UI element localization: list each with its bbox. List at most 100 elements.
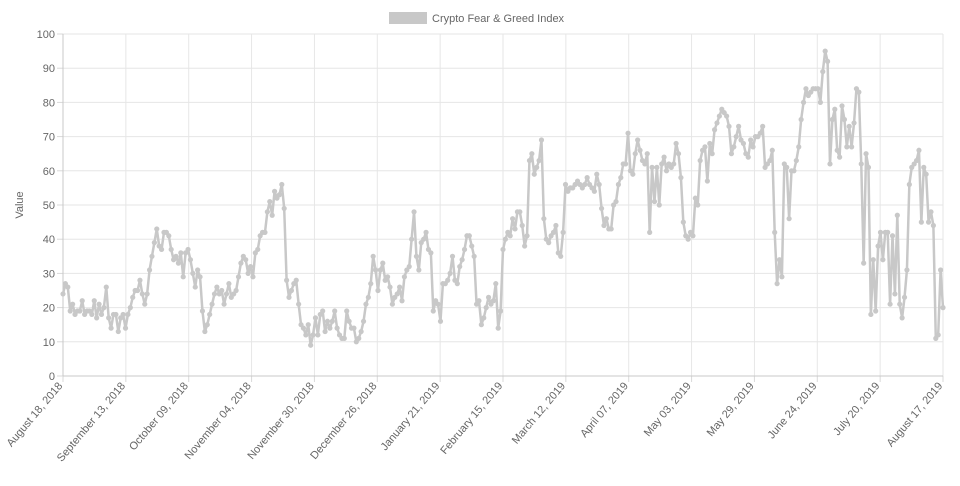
data-point[interactable]	[877, 229, 884, 235]
data-point[interactable]	[707, 140, 713, 147]
data-point[interactable]	[471, 253, 477, 259]
data-point[interactable]	[279, 181, 285, 188]
data-point[interactable]	[837, 154, 843, 160]
data-point[interactable]	[185, 246, 191, 253]
data-point[interactable]	[142, 301, 148, 307]
data-point[interactable]	[411, 209, 417, 215]
data-point[interactable]	[861, 260, 867, 266]
data-point[interactable]	[644, 151, 650, 157]
data-point[interactable]	[137, 277, 143, 283]
data-point[interactable]	[195, 267, 201, 273]
data-point[interactable]	[500, 246, 506, 253]
data-point[interactable]	[827, 161, 833, 167]
data-point[interactable]	[158, 246, 165, 253]
data-point[interactable]	[495, 325, 501, 331]
data-point[interactable]	[308, 342, 314, 348]
data-point[interactable]	[130, 294, 136, 300]
data-point[interactable]	[101, 305, 107, 311]
data-point[interactable]	[372, 267, 379, 273]
data-point[interactable]	[65, 284, 71, 290]
data-point[interactable]	[180, 274, 186, 280]
data-point[interactable]	[394, 291, 400, 297]
data-point[interactable]	[226, 281, 232, 287]
data-point[interactable]	[925, 219, 932, 225]
data-point[interactable]	[384, 274, 391, 280]
data-point[interactable]	[829, 116, 836, 123]
data-point[interactable]	[661, 154, 667, 160]
data-point[interactable]	[94, 315, 100, 321]
data-point[interactable]	[803, 86, 809, 92]
data-point[interactable]	[103, 284, 109, 290]
data-point[interactable]	[139, 291, 145, 297]
data-point[interactable]	[79, 298, 85, 304]
data-point[interactable]	[748, 137, 754, 143]
data-point[interactable]	[113, 311, 119, 318]
data-point[interactable]	[286, 294, 292, 300]
data-point[interactable]	[202, 328, 208, 335]
data-point[interactable]	[625, 130, 631, 136]
data-point[interactable]	[724, 113, 730, 119]
data-point[interactable]	[214, 284, 220, 290]
data-point[interactable]	[399, 298, 405, 304]
data-point[interactable]	[591, 188, 597, 194]
data-point[interactable]	[750, 144, 756, 150]
data-point[interactable]	[531, 171, 537, 177]
data-point[interactable]	[702, 144, 708, 150]
data-point[interactable]	[923, 171, 929, 177]
data-point[interactable]	[786, 216, 792, 222]
data-point[interactable]	[906, 181, 912, 188]
data-point[interactable]	[615, 181, 622, 188]
data-point[interactable]	[360, 318, 367, 324]
data-point[interactable]	[389, 301, 395, 307]
data-point[interactable]	[791, 168, 797, 174]
data-point[interactable]	[512, 226, 518, 232]
data-point[interactable]	[685, 236, 691, 242]
data-point[interactable]	[344, 308, 350, 314]
data-point[interactable]	[870, 257, 876, 263]
data-point[interactable]	[538, 137, 545, 143]
data-point[interactable]	[651, 198, 658, 205]
data-point[interactable]	[91, 298, 97, 304]
data-point[interactable]	[269, 212, 275, 218]
data-point[interactable]	[127, 305, 133, 311]
data-point[interactable]	[315, 332, 321, 338]
data-point[interactable]	[235, 274, 242, 280]
data-point[interactable]	[324, 318, 331, 324]
data-point[interactable]	[435, 301, 441, 307]
data-point[interactable]	[671, 161, 677, 167]
data-point[interactable]	[726, 123, 732, 129]
data-point[interactable]	[767, 157, 773, 164]
data-point[interactable]	[67, 308, 73, 314]
data-point[interactable]	[800, 99, 807, 105]
data-point[interactable]	[892, 291, 898, 297]
data-point[interactable]	[219, 287, 225, 294]
data-point[interactable]	[209, 301, 215, 307]
data-point[interactable]	[534, 164, 540, 170]
data-point[interactable]	[449, 253, 456, 259]
data-point[interactable]	[416, 267, 422, 273]
data-point[interactable]	[469, 243, 475, 249]
data-point[interactable]	[296, 301, 302, 307]
data-point[interactable]	[125, 311, 131, 318]
data-point[interactable]	[550, 229, 557, 235]
data-point[interactable]	[211, 291, 218, 297]
data-point[interactable]	[507, 233, 513, 239]
data-point[interactable]	[784, 164, 790, 170]
data-point[interactable]	[529, 151, 535, 157]
data-point[interactable]	[329, 318, 335, 324]
data-point[interactable]	[243, 257, 249, 263]
data-point[interactable]	[714, 120, 720, 126]
data-point[interactable]	[70, 301, 76, 307]
data-point[interactable]	[351, 325, 357, 331]
data-point[interactable]	[60, 291, 66, 297]
data-point[interactable]	[603, 216, 609, 222]
data-point[interactable]	[250, 274, 256, 280]
data-point[interactable]	[428, 250, 434, 256]
data-point[interactable]	[454, 281, 460, 287]
data-point[interactable]	[680, 219, 686, 225]
data-point[interactable]	[199, 308, 206, 314]
data-point[interactable]	[921, 164, 927, 170]
data-point[interactable]	[341, 335, 347, 341]
data-point[interactable]	[675, 151, 682, 157]
data-point[interactable]	[447, 270, 453, 276]
